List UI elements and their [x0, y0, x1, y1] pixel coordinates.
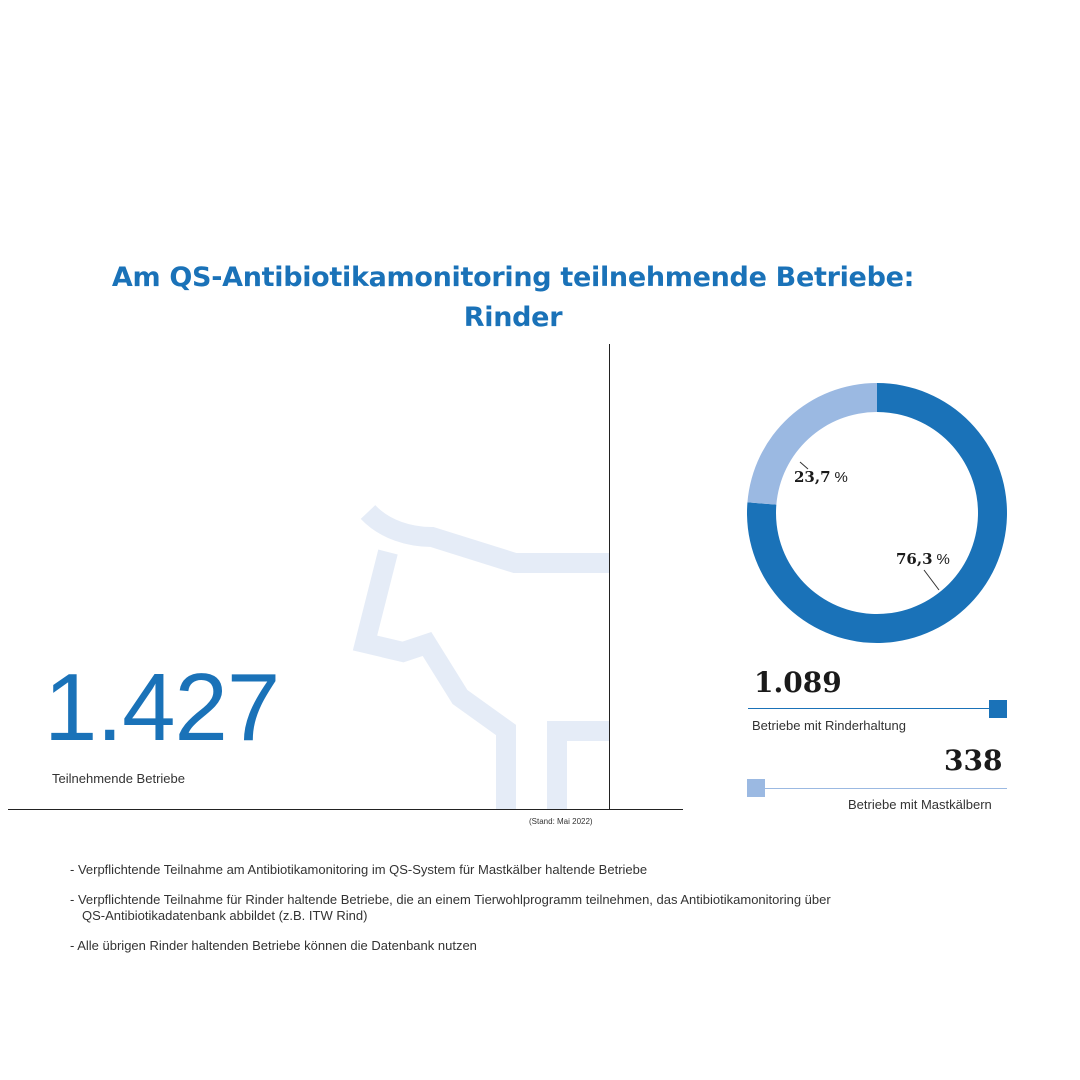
note-item: - Verpflichtende Teilnahme am Antibiotik… [70, 862, 1030, 878]
legend-label-mastkaelber: Betriebe mit Mastkälbern [848, 797, 992, 812]
total-label: Teilnehmende Betriebe [52, 771, 185, 786]
percent-label-rinderhaltung: 76,3% [896, 550, 950, 568]
legend-label-rinderhaltung: Betriebe mit Rinderhaltung [752, 718, 906, 733]
note-text: - Alle übrigen Rinder haltenden Betriebe… [70, 938, 477, 953]
legend-swatch-rinderhaltung [989, 700, 1007, 718]
legend-line-rinderhaltung [748, 708, 996, 709]
note-item: - Alle übrigen Rinder haltenden Betriebe… [70, 938, 1030, 954]
donut-slice-mastkaelber [747, 383, 877, 505]
vertical-divider [609, 344, 610, 810]
donut-chart: 76,3% 23,7% [747, 383, 1007, 643]
percent-label-mastkaelber: 23,7% [794, 468, 848, 486]
note-text: - Verpflichtende Teilnahme für Rinder ha… [70, 892, 831, 907]
baseline-divider [8, 809, 683, 810]
leader-line-mastkaelber [799, 461, 809, 470]
value-mastkaelber: 338 [944, 744, 1003, 777]
value-rinderhaltung: 1.089 [754, 666, 842, 699]
chart-title-line-1: Am QS-Antibiotikamonitoring teilnehmende… [111, 262, 915, 293]
leader-line-rinderhaltung [923, 569, 940, 591]
chart-title-line-2: Rinder [463, 302, 563, 333]
note-text-continued: QS-Antibiotikadatenbank abbildet (z.B. I… [82, 908, 368, 923]
legend-swatch-mastkaelber [747, 779, 765, 797]
notes-list: - Verpflichtende Teilnahme am Antibiotik… [70, 862, 1030, 968]
total-value: 1.427 [44, 654, 280, 761]
note-text: - Verpflichtende Teilnahme am Antibiotik… [70, 862, 648, 877]
note-item: - Verpflichtende Teilnahme für Rinder ha… [70, 892, 1030, 924]
legend-line-mastkaelber [764, 788, 1007, 789]
stand-note: (Stand: Mai 2022) [529, 817, 593, 826]
